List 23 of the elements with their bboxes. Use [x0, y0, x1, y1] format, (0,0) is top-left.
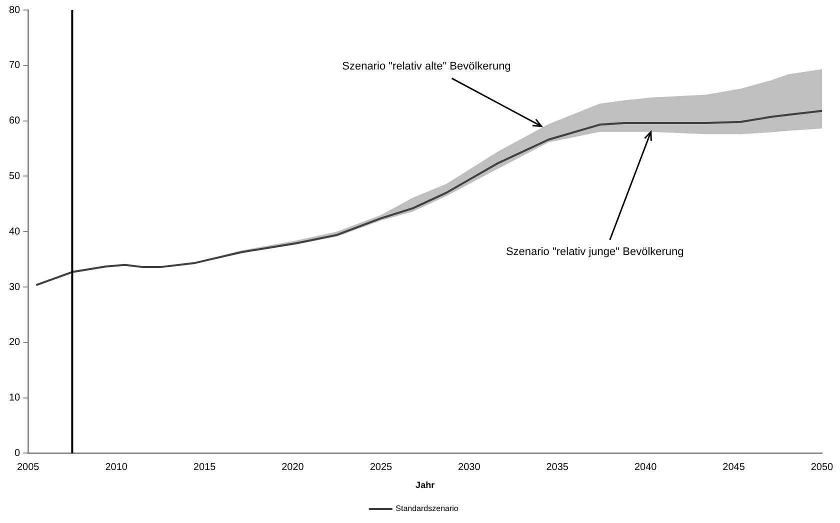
x-tick-label: 2040: [634, 462, 658, 473]
x-tick-label: 2035: [546, 462, 569, 473]
y-tick-label: 50: [9, 170, 21, 182]
x-tick-label: 2015: [193, 462, 216, 473]
annotation: Szenario "relativ junge" Bevölkerung: [506, 246, 684, 258]
annotation: Szenario "relativ alte" Bevölkerung: [342, 60, 511, 72]
x-tick-label: 2045: [722, 462, 746, 473]
x-tick-label: 2025: [370, 462, 393, 473]
legend-label: Standardszenario: [396, 504, 459, 514]
x-tick-label: 2010: [105, 462, 128, 473]
y-tick-label: 20: [9, 337, 21, 348]
x-tick-label: 2030: [458, 462, 481, 473]
y-tick-label: 80: [9, 4, 21, 16]
x-tick-label: 2050: [810, 462, 834, 473]
x-tick-label: 2005: [17, 462, 40, 473]
x-tick-label: 2020: [282, 462, 304, 473]
y-tick-label: 10: [9, 392, 21, 404]
x-axis-title: Jahr: [416, 480, 436, 490]
y-tick-label: 0: [14, 448, 21, 459]
y-tick-label: 70: [9, 60, 21, 72]
y-tick-label: 30: [9, 282, 21, 293]
y-tick-label: 60: [9, 116, 21, 127]
y-tick-label: 40: [9, 226, 21, 238]
